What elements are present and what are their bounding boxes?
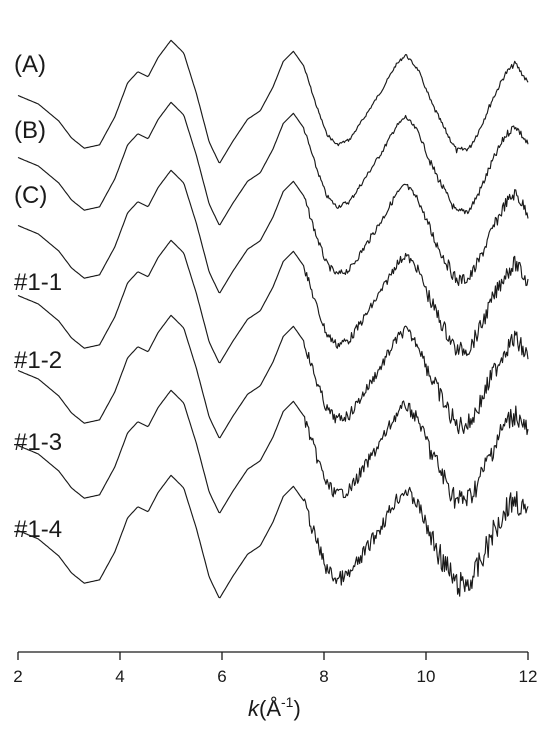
x-axis-label-k: k: [248, 696, 260, 721]
series-labels: (A) (B) (C) #1-1 #1-2 #1-3 #1-4: [14, 51, 62, 543]
spectra-traces: [17, 39, 529, 599]
x-tick-label-4: 4: [115, 667, 124, 686]
series-label-a: (A): [14, 51, 46, 78]
x-axis-label: k(Å-1): [248, 694, 301, 721]
x-tick-label-8: 8: [319, 667, 328, 686]
series-label-11: #1-1: [14, 269, 62, 296]
trace-14: [17, 474, 529, 599]
series-label-b: (B): [14, 117, 46, 144]
x-axis-label-unit: (Å: [259, 696, 281, 721]
series-label-12: #1-2: [14, 347, 62, 374]
x-axis-label-sup: -1: [281, 694, 294, 710]
trace-a: [17, 39, 529, 164]
trace-13: [17, 389, 529, 514]
x-tick-label-2: 2: [13, 667, 22, 686]
trace-c: [17, 169, 529, 294]
x-tick-label-12: 12: [519, 667, 538, 686]
trace-12: [17, 314, 529, 439]
x-axis-ticks: 2 4 6 8 10 12: [13, 652, 537, 686]
series-label-c: (C): [14, 182, 47, 209]
trace-b: [17, 101, 529, 226]
x-tick-label-10: 10: [417, 667, 436, 686]
trace-11: [17, 239, 529, 364]
series-label-13: #1-3: [14, 429, 62, 456]
x-axis-label-close: ): [293, 696, 300, 721]
series-label-14: #1-4: [14, 516, 62, 543]
x-tick-label-6: 6: [217, 667, 226, 686]
